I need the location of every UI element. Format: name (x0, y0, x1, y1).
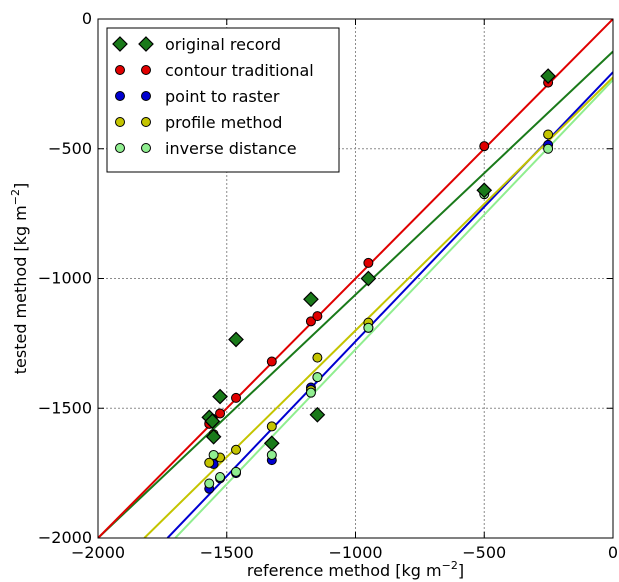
data-point (266, 356, 277, 367)
data-point (205, 428, 222, 445)
data-point (215, 408, 226, 419)
data-point (303, 291, 319, 308)
legend-marker (141, 143, 151, 153)
legend-item: profile method (115, 113, 282, 132)
data-point (540, 68, 556, 84)
legend-marker (141, 91, 151, 101)
data-point (204, 478, 215, 489)
data-point (208, 449, 219, 460)
data-point (363, 322, 374, 333)
legend-label: original record (165, 35, 281, 54)
x-axis-label: reference method [kg m−2] (247, 559, 464, 580)
data-point (231, 392, 242, 403)
axis-ticks: −2000 −1500 −1000 −500 0 −2000 −1500 −1000 −500 0 (38, 9, 618, 562)
legend-marker (115, 65, 125, 75)
legend-marker (115, 91, 125, 101)
y-tick-label: 0 (82, 9, 92, 28)
x-tick-label: −500 (462, 543, 506, 562)
legend-marker (115, 117, 125, 127)
legend-item: contour traditional (115, 61, 314, 80)
data-point (479, 141, 490, 152)
data-point (543, 143, 554, 154)
data-markers (201, 68, 556, 494)
data-point (476, 182, 493, 199)
x-tick-label: −1000 (328, 543, 382, 562)
data-point (309, 406, 326, 423)
y-axis-label: tested method [kg m−2] (9, 183, 30, 375)
legend-label: contour traditional (165, 61, 314, 80)
data-point (360, 270, 377, 287)
x-tick-label: −2000 (71, 543, 125, 562)
legend: original record contour traditional point … (106, 27, 340, 173)
y-tick-label: −1000 (38, 269, 92, 288)
x-tick-label: 0 (608, 543, 618, 562)
legend-label: profile method (165, 113, 282, 132)
y-tick-label: −500 (48, 139, 92, 158)
data-point (543, 129, 554, 140)
legend-marker (141, 117, 151, 127)
y-tick-label: −1500 (38, 398, 92, 417)
legend-item: point to raster (115, 87, 280, 106)
legend-label: point to raster (165, 87, 280, 106)
legend-marker (138, 36, 154, 52)
data-point (363, 257, 374, 268)
x-tick-label: −1500 (200, 543, 254, 562)
data-point (263, 435, 280, 452)
data-point (305, 316, 316, 327)
fit-lines (98, 19, 613, 538)
fit-line (174, 79, 613, 538)
legend-item: inverse distance (115, 139, 297, 158)
fit-line (98, 19, 613, 538)
data-point (312, 352, 323, 363)
data-point (231, 466, 242, 477)
data-point (228, 331, 244, 348)
data-point (231, 444, 242, 455)
legend-item: original record (112, 35, 281, 54)
data-point (204, 413, 221, 430)
legend-label: inverse distance (165, 139, 297, 158)
data-point (305, 387, 316, 398)
data-point (212, 388, 228, 405)
data-point (204, 457, 215, 468)
legend-marker (112, 36, 128, 52)
data-point (312, 372, 323, 383)
data-point (312, 311, 323, 322)
data-point (266, 449, 277, 460)
legend-marker (115, 143, 125, 153)
data-point (266, 421, 277, 432)
legend-marker (141, 65, 151, 75)
fit-line (98, 50, 613, 538)
data-point (215, 472, 226, 483)
y-tick-label: −2000 (38, 528, 92, 547)
